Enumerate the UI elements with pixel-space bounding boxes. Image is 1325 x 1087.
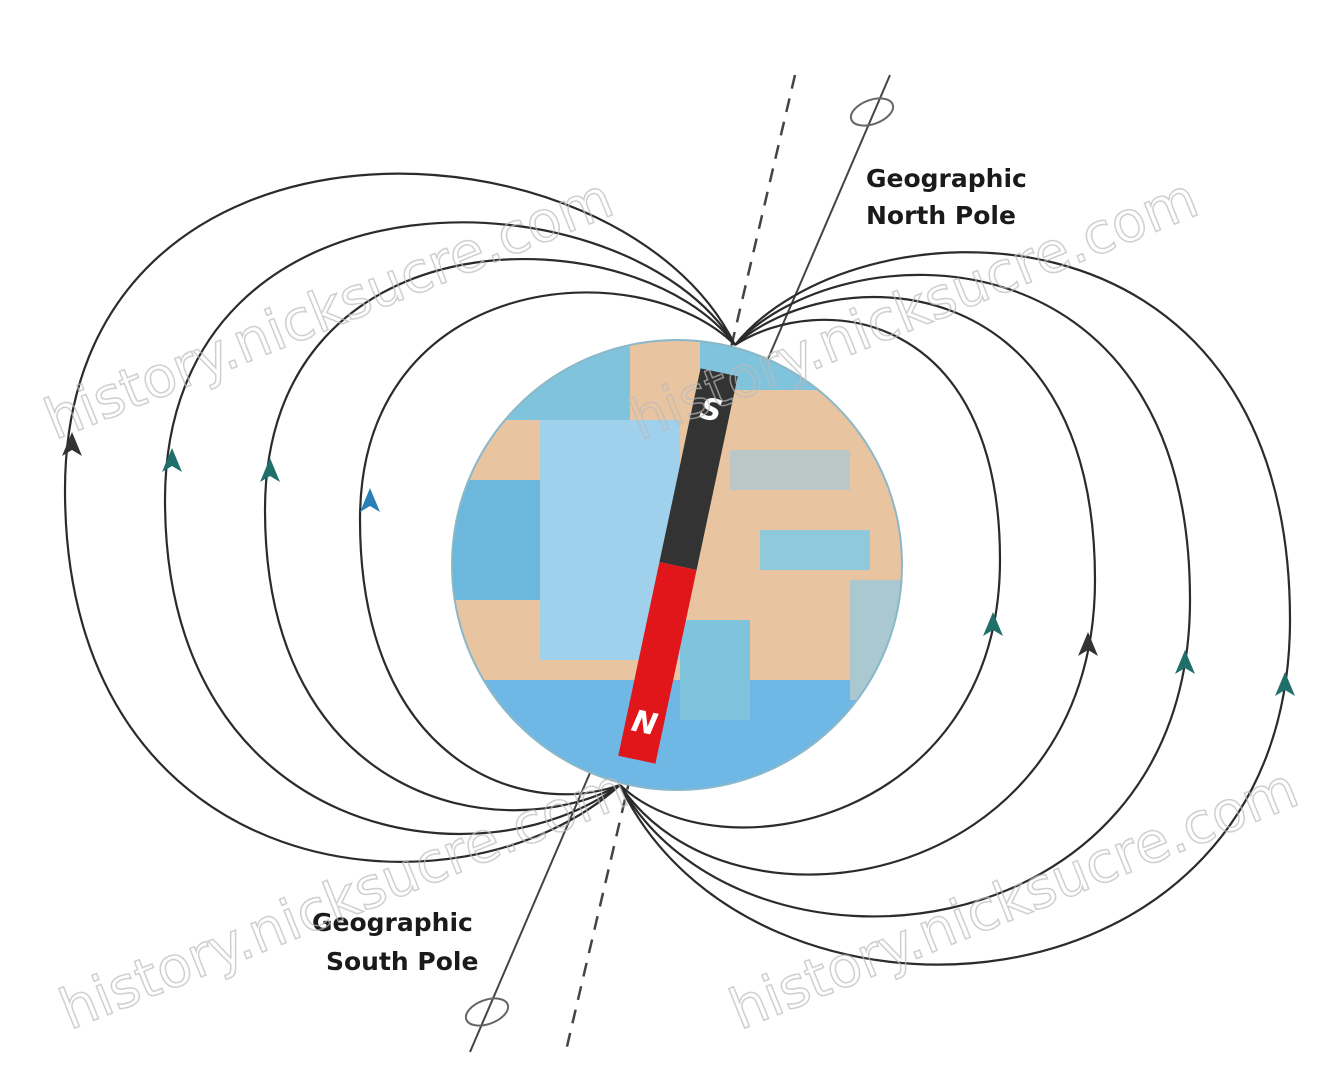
field-line — [163, 221, 736, 836]
magnet-south-half — [659, 368, 738, 570]
north-pole-label: Geographic — [866, 164, 1027, 193]
arrow — [1275, 672, 1295, 696]
field-line — [63, 172, 736, 863]
field-line — [619, 318, 1002, 829]
field-line — [619, 273, 1192, 918]
rotation-symbol — [849, 97, 895, 127]
rotation-symbol — [464, 997, 510, 1027]
arrow — [260, 458, 280, 482]
magnet: S N — [618, 368, 738, 764]
field-line — [263, 257, 736, 812]
arrow — [360, 488, 380, 512]
field-line — [619, 295, 1097, 876]
south-pole-label: Geographic — [312, 908, 473, 937]
arrows — [62, 432, 1295, 696]
field-line — [358, 291, 736, 796]
field-line — [619, 251, 1292, 966]
magnet-north-half — [618, 562, 697, 764]
south-pole-label: South Pole — [326, 947, 478, 976]
arrow — [983, 612, 1003, 636]
earth-outline — [451, 339, 903, 791]
arrow — [162, 448, 182, 472]
arrow — [1175, 650, 1195, 674]
north-pole-label: North Pole — [866, 201, 1016, 230]
arrow — [62, 432, 82, 456]
arrow — [1078, 632, 1098, 656]
